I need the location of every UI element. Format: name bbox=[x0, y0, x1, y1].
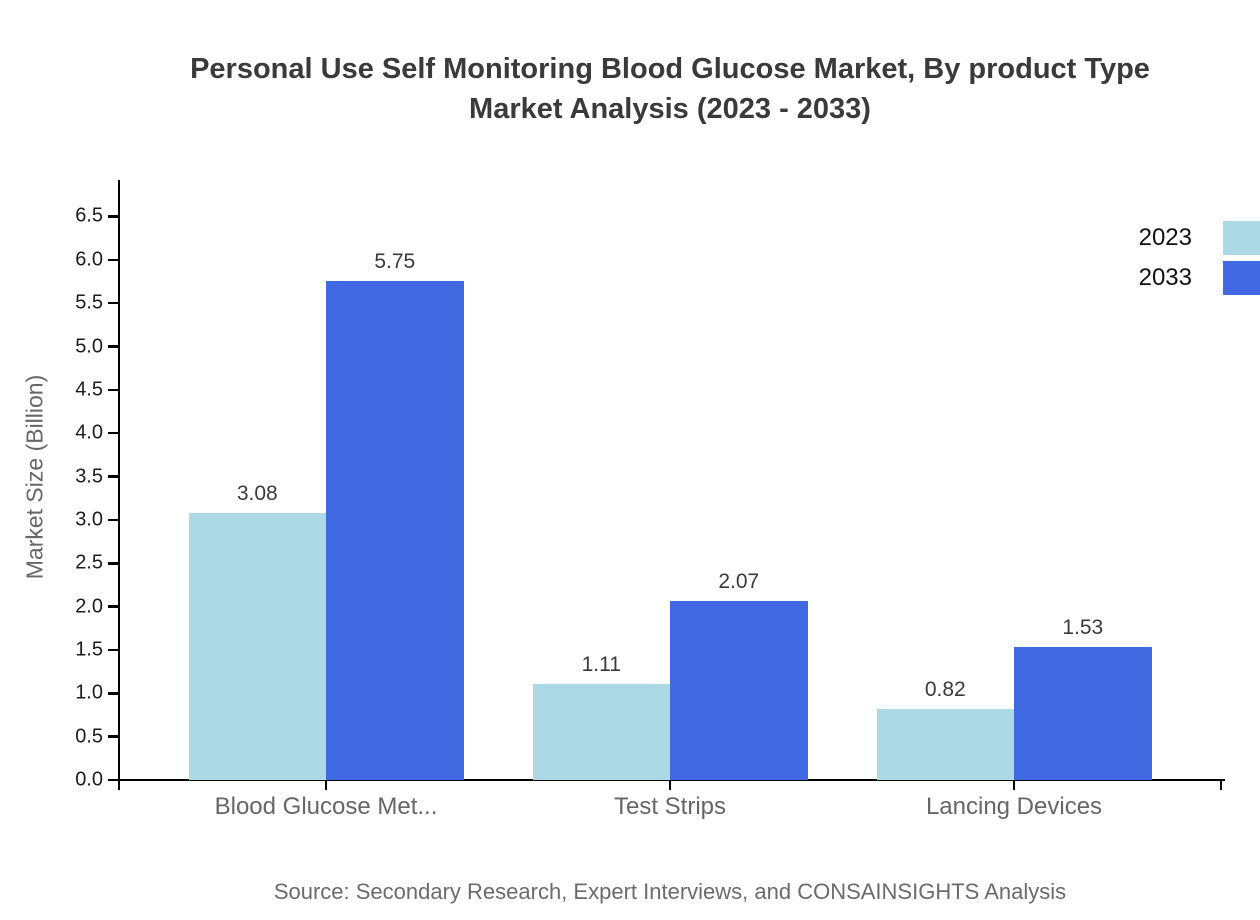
y-tick-label: 2.0 bbox=[75, 595, 103, 618]
bar-2033-lancing-devices bbox=[1014, 647, 1152, 780]
source-note: Source: Secondary Research, Expert Inter… bbox=[273, 879, 1067, 904]
y-tick bbox=[107, 778, 118, 782]
legend-label-2023: 2023 bbox=[1138, 224, 1192, 251]
bar-value-label-2033-lancing-devices: 1.53 bbox=[1062, 616, 1104, 640]
bar-value-label-2033-test-strips: 2.07 bbox=[718, 569, 760, 593]
y-axis-spine bbox=[117, 180, 120, 783]
bar-2033-test-strips bbox=[670, 600, 808, 780]
y-tick-label: 2.5 bbox=[75, 551, 103, 574]
bar-value-label-2023-test-strips: 1.11 bbox=[581, 652, 621, 676]
x-axis-end-tick bbox=[1219, 780, 1222, 790]
y-tick bbox=[107, 345, 118, 348]
y-tick-label: 4.0 bbox=[75, 421, 103, 444]
x-tick bbox=[668, 780, 672, 790]
y-tick bbox=[107, 475, 118, 478]
bar-2023-test-strips bbox=[532, 683, 670, 780]
page-title: Personal Use Self Monitoring Blood Gluco… bbox=[80, 49, 1260, 129]
y-tick-label: 5.5 bbox=[75, 291, 103, 314]
y-tick bbox=[107, 215, 118, 218]
bar-value-label-2033-blood-glucose-met: 5.75 bbox=[374, 250, 416, 274]
y-tick bbox=[107, 388, 118, 392]
category-label-lancing-devices: Lancing Devices bbox=[925, 793, 1103, 820]
y-tick bbox=[107, 562, 118, 565]
y-tick bbox=[107, 605, 118, 608]
y-tick-label: 4.5 bbox=[75, 378, 103, 401]
x-tick bbox=[1012, 780, 1016, 790]
y-tick-label: 3.0 bbox=[75, 508, 103, 531]
x-tick bbox=[324, 780, 328, 790]
chart-title-line1: Personal Use Self Monitoring Blood Gluco… bbox=[190, 53, 1150, 85]
bar-2023-blood-glucose-met bbox=[188, 512, 326, 780]
y-tick-label: 0.5 bbox=[75, 725, 103, 748]
bar-value-label-2023-lancing-devices: 0.82 bbox=[924, 677, 966, 701]
y-tick-label: 6.0 bbox=[75, 248, 103, 271]
legend-swatch-2023 bbox=[1223, 221, 1260, 255]
category-label-test-strips: Test Strips bbox=[613, 793, 727, 820]
y-tick-label: 1.5 bbox=[75, 638, 103, 661]
category-label-blood-glucose-met: Blood Glucose Met... bbox=[214, 793, 438, 820]
y-tick-label: 5.0 bbox=[75, 335, 103, 357]
y-tick bbox=[107, 301, 118, 305]
y-tick bbox=[107, 735, 118, 738]
y-tick bbox=[107, 648, 118, 652]
bar-2033-blood-glucose-met bbox=[326, 281, 464, 780]
y-tick bbox=[107, 431, 118, 435]
bar-value-label-2023-blood-glucose-met: 3.08 bbox=[236, 481, 278, 505]
y-tick bbox=[107, 518, 118, 522]
y-tick bbox=[107, 258, 118, 262]
y-tick-label: 1.0 bbox=[75, 681, 103, 704]
bar-2023-lancing-devices bbox=[876, 708, 1014, 780]
chart-title-line2: Market Analysis (2023 - 2033) bbox=[469, 93, 871, 125]
y-tick bbox=[107, 692, 118, 695]
legend-label-2033: 2033 bbox=[1138, 264, 1192, 291]
y-tick-label: 6.5 bbox=[75, 204, 103, 227]
y-tick-label: 0.0 bbox=[75, 768, 103, 791]
x-axis-start-tick bbox=[117, 780, 120, 790]
legend-swatch-2033 bbox=[1223, 261, 1260, 295]
y-tick-label: 3.5 bbox=[75, 465, 103, 488]
